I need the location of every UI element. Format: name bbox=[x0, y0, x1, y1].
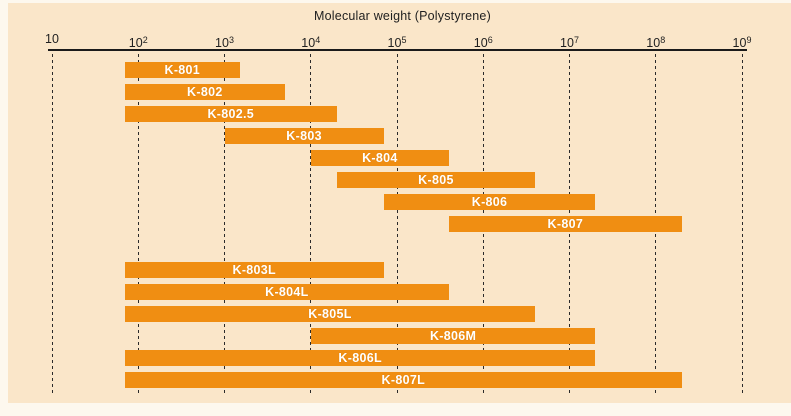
range-bar-label: K-805L bbox=[308, 307, 352, 321]
x-axis-tick-label: 107 bbox=[560, 35, 579, 51]
gridline bbox=[396, 54, 398, 395]
range-bar-k-804: K-804 bbox=[310, 150, 449, 166]
range-bar-k-803l: K-803L bbox=[124, 262, 384, 278]
range-bar-label: K-807L bbox=[381, 373, 426, 387]
gridline bbox=[310, 54, 312, 395]
range-bar-label: K-803 bbox=[286, 129, 322, 143]
x-axis-line bbox=[48, 49, 747, 51]
range-bar-k-804l: K-804L bbox=[124, 284, 449, 300]
range-bar-k-807: K-807 bbox=[448, 216, 682, 232]
range-bar-label: K-806 bbox=[471, 195, 508, 209]
range-bar-label: K-807 bbox=[547, 217, 584, 231]
range-bar-label: K-804 bbox=[362, 151, 398, 165]
x-axis-tick-label: 103 bbox=[215, 35, 234, 51]
gridline bbox=[137, 54, 139, 395]
x-axis-tick-label: 102 bbox=[128, 35, 148, 51]
range-bar-k-802: K-802 bbox=[124, 84, 285, 100]
range-bar-label: K-804L bbox=[265, 285, 309, 299]
range-bar-label: K-806M bbox=[429, 329, 477, 343]
gridline bbox=[51, 54, 53, 395]
range-bar-k-807l: K-807L bbox=[124, 372, 682, 388]
range-bar-k-802.5: K-802.5 bbox=[124, 106, 337, 122]
range-bar-k-803: K-803 bbox=[224, 128, 384, 144]
range-bar-label: K-801 bbox=[164, 63, 201, 77]
range-bar-label: K-803L bbox=[232, 263, 276, 277]
chart-title: Molecular weight (Polystyrene) bbox=[314, 9, 491, 23]
x-axis-tick-label: 10 bbox=[45, 32, 59, 46]
range-bar-k-801: K-801 bbox=[124, 62, 240, 78]
range-bar-label: K-806L bbox=[338, 351, 382, 365]
range-bar-label: K-802 bbox=[187, 85, 223, 99]
range-bar-k-806m: K-806M bbox=[310, 328, 596, 344]
gridline bbox=[741, 54, 743, 395]
range-bar-k-806: K-806 bbox=[383, 194, 596, 210]
x-axis-tick-label: 108 bbox=[646, 35, 666, 51]
x-axis-tick-label: 109 bbox=[732, 35, 752, 51]
x-axis-tick-label: 105 bbox=[387, 35, 407, 51]
range-bar-label: K-805 bbox=[418, 173, 454, 187]
gridline bbox=[224, 54, 225, 395]
range-bar-k-806l: K-806L bbox=[124, 350, 596, 366]
range-bar-k-805l: K-805L bbox=[124, 306, 536, 322]
x-axis-tick-label: 106 bbox=[473, 35, 493, 51]
range-bar-label: K-802.5 bbox=[207, 107, 255, 121]
x-axis-tick-label: 104 bbox=[301, 35, 321, 51]
range-bar-k-805: K-805 bbox=[336, 172, 536, 188]
